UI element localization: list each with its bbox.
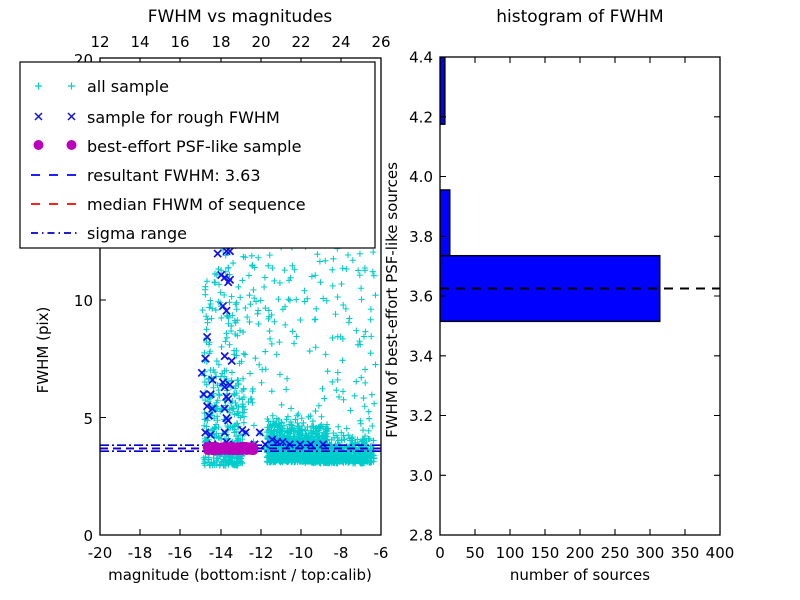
left-xtick-5: -10 xyxy=(289,544,314,562)
left-top-axis-ticklabels: 12 14 16 18 20 22 24 26 xyxy=(90,33,390,51)
legend-label-median-fwhm: median FHWM of sequence xyxy=(87,195,306,214)
right-xtick-250: 250 xyxy=(601,544,630,562)
right-ytick-2.8: 2.8 xyxy=(409,527,433,545)
top-tick-7: 26 xyxy=(371,33,390,51)
right-xtick-0: 0 xyxy=(435,544,445,562)
left-top-tickmarks xyxy=(139,58,342,64)
right-ytick-4.2: 4.2 xyxy=(409,108,433,126)
left-xtick-2: -16 xyxy=(168,544,193,562)
top-tick-5: 22 xyxy=(291,33,310,51)
right-xtick-300: 300 xyxy=(636,544,665,562)
left-ytick-0: 0 xyxy=(83,527,93,545)
right-xaxis-label: number of sources xyxy=(510,566,650,584)
legend-item-resultant-fwhm: resultant FWHM: 3.63 xyxy=(31,166,261,185)
dot-icon xyxy=(33,140,77,150)
left-xtick-4: -12 xyxy=(249,544,274,562)
legend-item-median-fwhm: median FHWM of sequence xyxy=(31,195,306,214)
left-ytick-10: 10 xyxy=(74,292,93,310)
right-ytick-4.4: 4.4 xyxy=(409,49,433,67)
right-ytick-3.2: 3.2 xyxy=(409,407,433,425)
left-xaxis-label: magnitude (bottom:isnt / top:calib) xyxy=(108,566,372,584)
right-ytick-4.0: 4.0 xyxy=(409,168,433,186)
left-panel-title: FWHM vs magnitudes xyxy=(148,7,333,27)
right-y-tickmarks xyxy=(440,56,720,476)
left-ytick-5: 5 xyxy=(83,410,93,428)
right-panel-title: histogram of FWHM xyxy=(496,7,663,27)
series-best-effort-psf-like-sample xyxy=(202,441,259,456)
right-ytick-3.0: 3.0 xyxy=(409,467,433,485)
left-panel-scatter: FWHM vs magnitudes 12 14 16 18 20 22 24 … xyxy=(34,7,391,584)
right-y-ticklabels: 2.8 3.0 3.2 3.4 3.6 3.8 4.0 4.2 4.4 xyxy=(409,49,433,545)
left-xtick-6: -8 xyxy=(334,544,349,562)
right-xtick-50: 50 xyxy=(465,544,484,562)
top-tick-6: 24 xyxy=(331,33,350,51)
right-xtick-400: 400 xyxy=(706,544,735,562)
legend-item-rough-fwhm: sample for rough FWHM xyxy=(34,108,280,127)
top-tick-3: 18 xyxy=(211,33,230,51)
top-tick-0: 12 xyxy=(90,33,109,51)
top-tick-4: 20 xyxy=(251,33,270,51)
right-xtick-200: 200 xyxy=(566,544,595,562)
left-y-tickmarks xyxy=(100,181,106,536)
right-ytick-3.8: 3.8 xyxy=(409,228,433,246)
left-x-tickmarks xyxy=(139,529,342,535)
right-xtick-100: 100 xyxy=(496,544,525,562)
legend-item-psf-like: best-effort PSF-like sample xyxy=(33,137,301,156)
left-xtick-3: -14 xyxy=(209,544,234,562)
legend-item-all-sample: all sample xyxy=(35,77,169,96)
top-tick-1: 14 xyxy=(130,33,149,51)
legend-label-sigma-range: sigma range xyxy=(87,224,187,243)
series-sample-for-rough-fwhm xyxy=(197,246,328,449)
right-xtick-350: 350 xyxy=(671,544,700,562)
legend-label-all-sample: all sample xyxy=(87,77,169,96)
right-x-ticklabels: 0 50 100 150 200 250 300 350 400 xyxy=(435,544,734,562)
left-xtick-7: -6 xyxy=(374,544,389,562)
legend-label-rough-fwhm: sample for rough FWHM xyxy=(87,108,280,127)
legend-frame xyxy=(19,61,376,249)
legend-label-psf-like: best-effort PSF-like sample xyxy=(87,137,301,156)
histogram-bar xyxy=(440,189,451,257)
right-ytick-3.6: 3.6 xyxy=(409,288,433,306)
plus-icon xyxy=(35,82,75,90)
legend: all sample sample for rough FWHM best-ef… xyxy=(19,61,376,249)
left-panel-frame xyxy=(99,57,382,536)
top-tick-2: 16 xyxy=(170,33,189,51)
cross-icon xyxy=(34,112,76,121)
left-xtick-0: -20 xyxy=(88,544,113,562)
left-x-ticklabels: -20 -18 -16 -14 -12 -10 -8 -6 xyxy=(88,544,389,562)
histogram-bar xyxy=(440,57,446,125)
right-panel-histogram: histogram of FWHM 2.8 3.0 3.2 3.4 3.6 3.8 4.0 4… xyxy=(383,7,734,584)
left-yaxis-label: FWHM (pix) xyxy=(34,307,52,394)
histogram-bars xyxy=(440,57,661,323)
legend-label-resultant-fwhm: resultant FWHM: 3.63 xyxy=(87,166,261,185)
left-xtick-1: -18 xyxy=(128,544,153,562)
legend-item-sigma-range: sigma range xyxy=(31,224,187,243)
right-ytick-3.4: 3.4 xyxy=(409,347,433,365)
right-yaxis-label: FWHM of best-effort PSF-like sources xyxy=(383,162,401,438)
right-xtick-150: 150 xyxy=(531,544,560,562)
left-panel-data xyxy=(100,234,381,469)
right-x-tickmarks xyxy=(474,57,686,535)
